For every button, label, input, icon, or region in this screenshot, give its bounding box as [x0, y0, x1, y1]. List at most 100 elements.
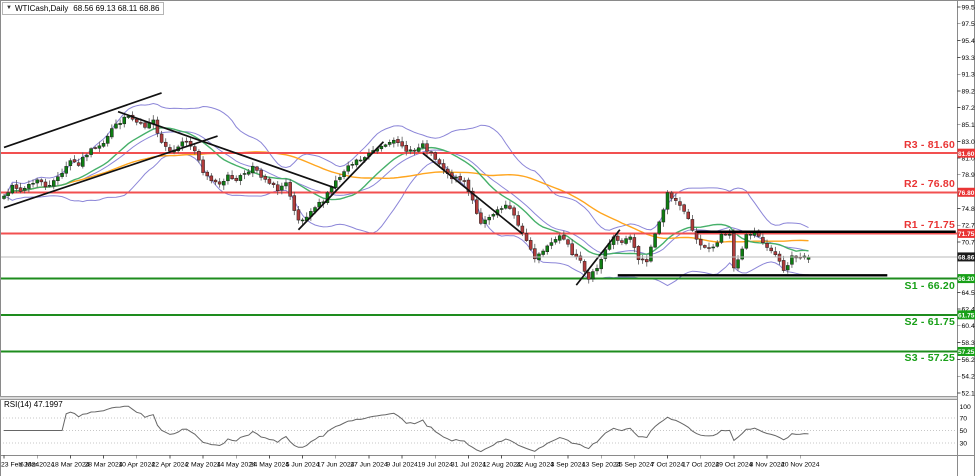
- time-tick-label: 14 May 2024: [217, 462, 257, 469]
- candle-body: [392, 139, 396, 144]
- candle-body: [591, 271, 595, 280]
- candle-body: [159, 133, 164, 143]
- candle-body: [690, 219, 695, 231]
- candle-body: [358, 159, 363, 162]
- panel-separator[interactable]: [0, 396, 957, 400]
- candle-body: [118, 123, 122, 125]
- candle-body: [230, 175, 234, 180]
- candle-body: [748, 234, 753, 236]
- candle-body: [354, 159, 359, 166]
- chart-title: ▼ WTICash,Daily 68.56 69.13 68.11 68.86: [2, 2, 165, 15]
- level-label-s3[interactable]: S3 - 57.25: [904, 352, 955, 365]
- time-tick-label: 17 Oct 2024: [682, 462, 719, 469]
- candle-body: [209, 175, 214, 182]
- trend-line-2: [3, 135, 218, 209]
- time-tick-label: 27 Jun 2024: [350, 462, 388, 469]
- collapse-arrow-icon[interactable]: ▼: [6, 5, 12, 11]
- level-label-r3[interactable]: R3 - 81.60: [903, 139, 955, 152]
- candle-body: [101, 143, 106, 147]
- time-tick-label: 12 Aug 2024: [483, 462, 521, 469]
- axis-badge-r1-text: 71.75: [958, 231, 975, 238]
- candle-body: [433, 152, 438, 160]
- axis-badge-r2-text: 76.80: [958, 190, 975, 197]
- candle-body: [259, 169, 263, 178]
- level-label-r1[interactable]: R1 - 71.75: [903, 219, 955, 232]
- price-axis[interactable]: [957, 0, 975, 476]
- time-tick-label: 24 May 2024: [250, 462, 290, 469]
- candle-body: [43, 181, 48, 188]
- candle-body: [27, 184, 31, 189]
- candle-body: [653, 233, 657, 248]
- candle-body: [284, 182, 288, 187]
- candle-body: [479, 212, 483, 224]
- candle-body: [765, 243, 769, 248]
- time-tick-label: 3 Sep 2024: [551, 462, 586, 469]
- candle-body: [300, 219, 305, 222]
- candle-body: [72, 159, 77, 163]
- candle-body: [599, 259, 603, 270]
- candle-body: [97, 145, 102, 149]
- candle-body: [707, 247, 711, 249]
- candle-body: [773, 251, 778, 255]
- candle-body: [516, 215, 520, 226]
- candle-body: [275, 184, 280, 191]
- candle-body: [678, 201, 682, 206]
- rsi-scale-label: 100: [960, 404, 972, 411]
- price-tick-label: 52.15: [962, 390, 975, 397]
- candle-body: [163, 141, 168, 147]
- candle-body: [350, 164, 355, 166]
- candle-body: [736, 259, 740, 269]
- candle-body: [110, 128, 114, 138]
- candle-body: [105, 135, 110, 144]
- candle-body: [483, 219, 487, 224]
- candle-body: [68, 160, 73, 166]
- price-tick-label: 56.25: [962, 357, 975, 364]
- candle-body: [188, 140, 193, 147]
- rsi-scale-label: 70: [960, 416, 968, 423]
- candle-body: [31, 183, 35, 185]
- candle-body: [56, 176, 60, 181]
- candle-body: [624, 238, 628, 244]
- level-label-s2[interactable]: S2 - 61.75: [904, 315, 955, 328]
- candle-body: [408, 149, 413, 152]
- candle-body: [416, 147, 421, 152]
- candle-body: [603, 249, 608, 259]
- rsi-scale-label: 30: [960, 441, 968, 448]
- axis-badge-s3: [957, 346, 975, 356]
- time-axis[interactable]: [0, 455, 957, 476]
- candle-body: [238, 175, 243, 181]
- time-tick-label: 28 Mar 2024: [84, 462, 122, 469]
- candle-body: [242, 173, 247, 175]
- price-tick-label: 74.80: [962, 206, 975, 213]
- trend-line-3: [117, 110, 337, 189]
- candle-body: [217, 181, 222, 185]
- level-label-s1[interactable]: S1 - 66.20: [904, 279, 955, 292]
- candle-body: [246, 171, 251, 175]
- time-tick-label: 8 Nov 2024: [750, 462, 785, 469]
- candle-body: [723, 233, 728, 236]
- rsi-scale-label: 50: [960, 428, 968, 435]
- price-tick-label: 85.10: [962, 122, 975, 129]
- ohlc-values: 68.56 69.13 68.11 68.86: [73, 4, 160, 13]
- candle-body: [719, 233, 724, 243]
- candle-body: [122, 116, 127, 125]
- candle-body: [549, 242, 554, 246]
- candle-body: [674, 198, 678, 201]
- time-tick-label: 22 Aug 2024: [516, 462, 554, 469]
- time-tick-label: 20 Nov 2024: [781, 462, 820, 469]
- bollinger-lower-band: [3, 154, 809, 287]
- trend-line-5: [422, 152, 523, 235]
- candle-body: [508, 205, 512, 209]
- price-tick-label: 89.25: [962, 88, 975, 95]
- candle-body: [139, 122, 143, 124]
- axis-badge-r1: [957, 228, 975, 238]
- candle-body: [777, 253, 782, 262]
- candle-body: [39, 179, 44, 183]
- candle-body: [732, 233, 736, 269]
- axis-badge-s1-text: 66.20: [958, 276, 975, 283]
- candle-body: [251, 165, 255, 174]
- level-label-r2[interactable]: R2 - 76.80: [903, 178, 955, 191]
